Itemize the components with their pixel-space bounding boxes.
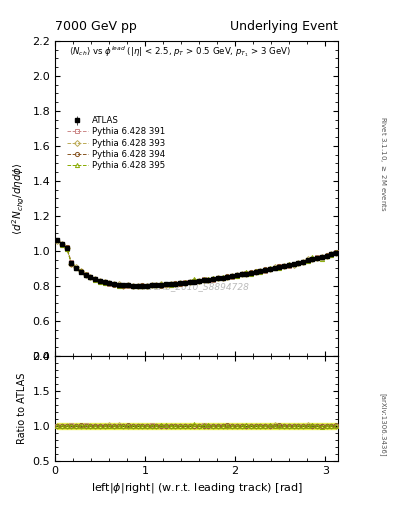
Text: [arXiv:1306.3436]: [arXiv:1306.3436]: [380, 393, 387, 457]
Pythia 6.428 394: [235, 273, 239, 279]
Pythia 6.428 391: [135, 283, 140, 289]
Pythia 6.428 391: [126, 283, 130, 289]
Pythia 6.428 394: [145, 283, 149, 289]
Pythia 6.428 394: [126, 282, 130, 288]
Pythia 6.428 391: [102, 280, 107, 286]
Pythia 6.428 395: [135, 283, 140, 289]
Pythia 6.428 395: [235, 272, 239, 279]
Pythia 6.428 393: [149, 283, 154, 289]
Pythia 6.428 391: [149, 282, 154, 288]
Pythia 6.428 393: [135, 283, 140, 289]
Pythia 6.428 393: [126, 282, 130, 288]
Pythia 6.428 391: [154, 282, 159, 288]
Pythia 6.428 393: [145, 283, 149, 289]
Pythia 6.428 394: [135, 283, 140, 289]
Pythia 6.428 395: [154, 282, 159, 288]
X-axis label: left|$\phi$|right| (w.r.t. leading track) [rad]: left|$\phi$|right| (w.r.t. leading track…: [90, 481, 303, 495]
Line: Pythia 6.428 391: Pythia 6.428 391: [55, 238, 338, 288]
Text: Underlying Event: Underlying Event: [230, 20, 338, 33]
Legend: ATLAS, Pythia 6.428 391, Pythia 6.428 393, Pythia 6.428 394, Pythia 6.428 395: ATLAS, Pythia 6.428 391, Pythia 6.428 39…: [65, 115, 167, 172]
Pythia 6.428 393: [55, 238, 60, 244]
Pythia 6.428 391: [55, 237, 60, 243]
Line: Pythia 6.428 395: Pythia 6.428 395: [55, 238, 338, 288]
Pythia 6.428 394: [102, 280, 107, 286]
Pythia 6.428 394: [55, 237, 60, 243]
Pythia 6.428 393: [154, 282, 159, 288]
Y-axis label: Ratio to ATLAS: Ratio to ATLAS: [17, 373, 27, 444]
Pythia 6.428 395: [149, 282, 154, 288]
Line: Pythia 6.428 393: Pythia 6.428 393: [55, 239, 338, 288]
Text: Rivet 3.1.10, $\geq$ 2M events: Rivet 3.1.10, $\geq$ 2M events: [378, 116, 388, 211]
Text: $\langle N_{ch}\rangle$ vs $\phi^{lead}$ ($|\eta|$ < 2.5, $p_T$ > 0.5 GeV, $p_{T: $\langle N_{ch}\rangle$ vs $\phi^{lead}$…: [69, 44, 291, 59]
Pythia 6.428 393: [334, 250, 338, 256]
Pythia 6.428 393: [102, 279, 107, 285]
Text: 7000 GeV pp: 7000 GeV pp: [55, 20, 137, 33]
Pythia 6.428 395: [334, 249, 338, 255]
Pythia 6.428 395: [126, 282, 130, 288]
Pythia 6.428 395: [55, 237, 60, 243]
Pythia 6.428 391: [334, 249, 338, 255]
Pythia 6.428 394: [149, 282, 154, 288]
Pythia 6.428 395: [145, 283, 149, 289]
Pythia 6.428 391: [235, 273, 239, 279]
Pythia 6.428 391: [145, 283, 149, 289]
Line: Pythia 6.428 394: Pythia 6.428 394: [55, 238, 338, 288]
Pythia 6.428 395: [102, 280, 107, 286]
Y-axis label: $\langle d^2 N_{chg}/d\eta d\phi \rangle$: $\langle d^2 N_{chg}/d\eta d\phi \rangle…: [11, 162, 27, 235]
Text: ATLAS_2010_S8894728: ATLAS_2010_S8894728: [143, 282, 250, 291]
Pythia 6.428 394: [334, 249, 338, 255]
Pythia 6.428 394: [154, 282, 159, 288]
Pythia 6.428 393: [235, 272, 239, 278]
